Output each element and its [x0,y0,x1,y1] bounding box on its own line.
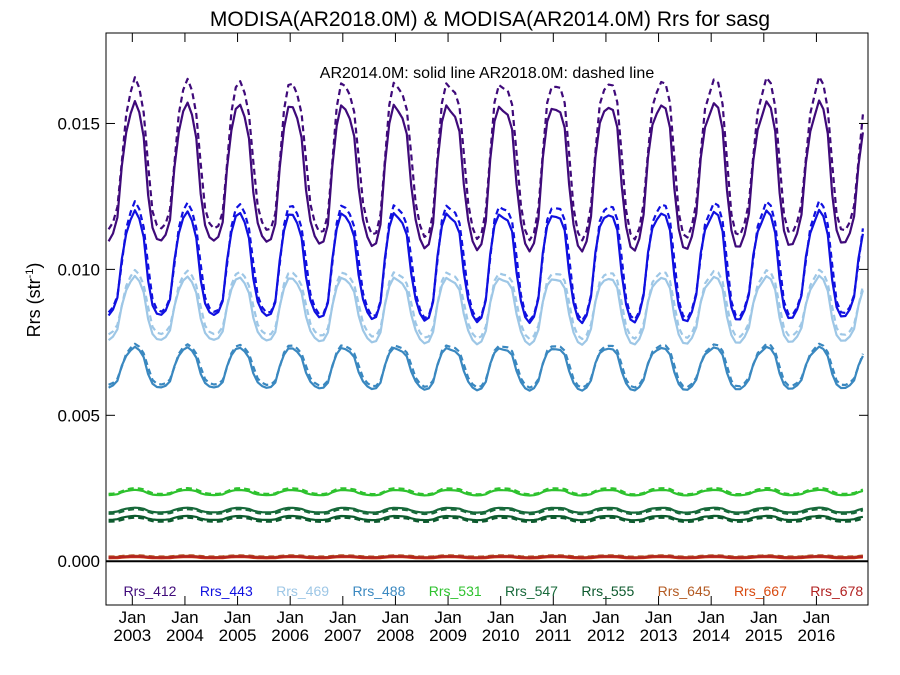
series-line-rrs-531-ar2018 [108,486,864,496]
x-tick-label-month: Jan [382,608,409,627]
x-tick-label-year: 2011 [535,626,572,645]
series-line-rrs-443-ar2018 [107,199,864,322]
x-tick-label-year: 2004 [166,626,204,645]
x-tick-label-month: Jan [487,608,514,627]
y-axis-label-end: ) [24,263,44,269]
x-tick-label-year: 2008 [377,626,415,645]
x-tick-label-year: 2010 [482,626,520,645]
series-line-rrs-547-ar2018 [108,508,864,516]
x-tick-label-year: 2003 [113,626,151,645]
series-line-rrs-488-ar2018 [108,342,864,389]
x-tick-label-month: Jan [171,608,198,627]
x-tick-label-month: Jan [697,608,724,627]
x-tick-label-year: 2015 [745,626,783,645]
x-tick-label-year: 2016 [798,626,836,645]
series-line-rrs-469-ar2018 [107,268,864,341]
x-tick-label-month: Jan [645,608,672,627]
x-tick-label-month: Jan [592,608,619,627]
x-tick-label-year: 2007 [324,626,362,645]
legend-entry-rrs-443: Rrs_443 [200,583,253,599]
legend-entry-rrs-488: Rrs_488 [352,583,405,599]
y-axis-label-main: Rrs (str [24,278,44,337]
series-line-rrs-555-ar2014 [108,514,864,522]
series-line-rrs-547-ar2014 [108,506,864,514]
x-tick-label-year: 2013 [640,626,678,645]
x-tick-label-year: 2005 [219,626,257,645]
legend-entry-rrs-531: Rrs_531 [429,583,482,599]
y-tick-label: 0.010 [57,260,100,279]
series-line-rrs-488-ar2014 [108,345,864,392]
x-tick-label-month: Jan [750,608,777,627]
x-tick-label-month: Jan [276,608,303,627]
legend-entry-rrs-667: Rrs_667 [734,583,787,599]
legend-entry-rrs-555: Rrs_555 [581,583,634,599]
x-tick-label-year: 2006 [271,626,309,645]
y-tick-label: 0.005 [57,406,100,425]
x-tick-label-month: Jan [329,608,356,627]
x-tick-label-month: Jan [119,608,146,627]
chart-title: MODISA(AR2018.0M) & MODISA(AR2014.0M) Rr… [210,8,770,31]
x-tick-label-month: Jan [540,608,567,627]
x-tick-label-month: Jan [434,608,461,627]
plot-frame [105,32,869,606]
series-line-rrs-469-ar2014 [107,274,864,346]
y-tick-label: 0.015 [57,114,100,133]
y-axis-label-sup: -1 [24,269,36,279]
y-axis-label: Rrs (str-1) [24,263,44,338]
legend-entry-rrs-547: Rrs_547 [505,583,558,599]
legend-entry-rrs-469: Rrs_469 [276,583,329,599]
line-style-annotation: AR2014.0M: solid line AR2018.0M: dashed … [320,65,655,82]
x-tick-label-year: 2009 [429,626,467,645]
x-tick-label-month: Jan [803,608,830,627]
series-line-rrs-555-ar2018 [108,516,864,524]
series-line-rrs-412-ar2014 [107,99,864,253]
x-tick-label-year: 2012 [587,626,625,645]
plot-area: 0.0000.0050.0100.015Jan2003Jan2004Jan200… [57,32,869,645]
legend-entry-rrs-678: Rrs_678 [810,583,863,599]
x-tick-label-month: Jan [224,608,251,627]
legend-entry-rrs-412: Rrs_412 [124,583,177,599]
legend-entry-rrs-645: Rrs_645 [658,583,711,599]
y-tick-label: 0.000 [57,552,100,571]
series-line-rrs-678-ar2018 [108,555,863,559]
x-tick-label-year: 2014 [692,626,730,645]
series-line-rrs-412-ar2018 [107,75,864,242]
